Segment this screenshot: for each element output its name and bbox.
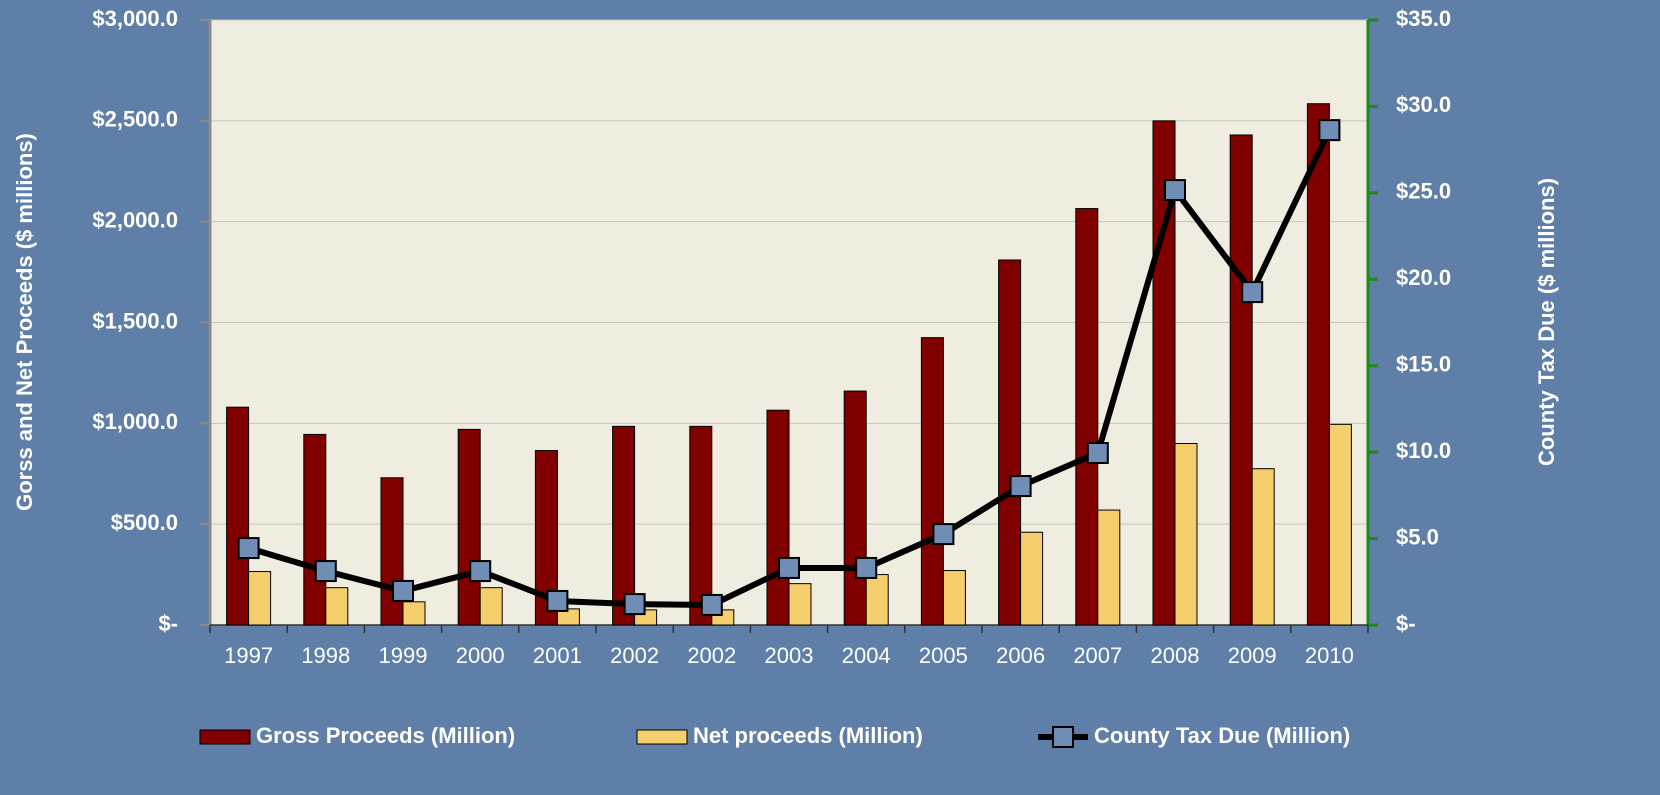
legend-label: County Tax Due (Million): [1094, 723, 1350, 748]
marker: [1318, 119, 1341, 142]
x-tick-label: 2006: [996, 643, 1045, 668]
bar: [303, 433, 327, 626]
marker: [1164, 179, 1186, 202]
legend-marker: [1052, 726, 1074, 748]
y-tick-label: $3,000.0: [92, 6, 178, 31]
bar: [457, 428, 481, 626]
bar: [380, 477, 404, 626]
marker: [469, 560, 492, 583]
y-tick-label: $2,500.0: [92, 107, 178, 132]
x-tick-label: 2002: [687, 643, 736, 668]
y2-tick-label: $30.0: [1396, 92, 1451, 117]
x-tick-label: 2000: [456, 643, 505, 668]
bar: [942, 570, 966, 626]
marker: [700, 593, 723, 616]
x-tick-label: 2001: [533, 643, 582, 668]
legend-swatch: [636, 729, 688, 745]
marker: [546, 589, 569, 612]
legend-label: Net proceeds (Million): [693, 723, 923, 748]
y2-tick-label: $-: [1396, 611, 1416, 636]
bar: [402, 601, 426, 626]
bar: [1075, 208, 1099, 626]
marker: [778, 556, 800, 579]
y2-tick-label: $25.0: [1396, 179, 1451, 204]
bar: [1306, 103, 1330, 626]
bar: [534, 450, 558, 626]
y-tick-label: $500.0: [111, 510, 178, 535]
marker: [1241, 281, 1264, 304]
bar: [612, 425, 636, 626]
bar: [998, 259, 1022, 626]
bar: [865, 574, 889, 626]
legend-swatch: [199, 729, 251, 745]
bar: [1328, 423, 1352, 626]
marker: [1086, 442, 1109, 465]
marker: [932, 523, 955, 546]
bar: [479, 587, 503, 626]
y2-tick-label: $15.0: [1396, 352, 1451, 377]
marker: [237, 537, 260, 560]
bar: [766, 409, 790, 626]
bar: [788, 583, 812, 626]
x-tick-label: 1999: [379, 643, 428, 668]
marker: [314, 560, 337, 583]
x-tick-label: 1997: [224, 643, 273, 668]
bar: [843, 390, 867, 626]
x-tick-label: 2005: [919, 643, 968, 668]
y-tick-label: $-: [158, 611, 178, 636]
marker: [623, 593, 646, 616]
y-axis-title: Gorss and Net Proceeds ($ millions): [12, 133, 37, 511]
legend-label: Gross Proceeds (Million): [256, 723, 515, 748]
bar: [689, 425, 713, 626]
x-tick-label: 2010: [1305, 643, 1354, 668]
marker: [1009, 475, 1032, 498]
bar: [1097, 509, 1121, 626]
x-tick-label: 2007: [1073, 643, 1122, 668]
bar: [1229, 134, 1253, 626]
x-tick-label: 2009: [1228, 643, 1277, 668]
bar: [226, 406, 250, 626]
y2-axis-title: County Tax Due ($ millions): [1534, 178, 1559, 466]
x-tick-label: 1998: [301, 643, 350, 668]
y-tick-label: $2,000.0: [92, 207, 178, 232]
marker: [855, 556, 878, 579]
bar: [1251, 468, 1275, 626]
bar: [1020, 531, 1044, 626]
marker: [392, 579, 414, 602]
x-tick-label: 2008: [1151, 643, 1200, 668]
y2-tick-label: $10.0: [1396, 438, 1451, 463]
bar: [920, 337, 944, 626]
y2-tick-label: $20.0: [1396, 265, 1451, 290]
x-tick-label: 2003: [765, 643, 814, 668]
y-tick-label: $1,000.0: [92, 409, 178, 434]
bar: [1174, 443, 1198, 626]
y2-tick-label: $35.0: [1396, 6, 1451, 31]
x-tick-label: 2004: [842, 643, 891, 668]
y-tick-label: $1,500.0: [92, 308, 178, 333]
x-tick-label: 2002: [610, 643, 659, 668]
y2-tick-label: $5.0: [1396, 524, 1439, 549]
bar: [325, 587, 349, 626]
bar: [248, 571, 272, 626]
